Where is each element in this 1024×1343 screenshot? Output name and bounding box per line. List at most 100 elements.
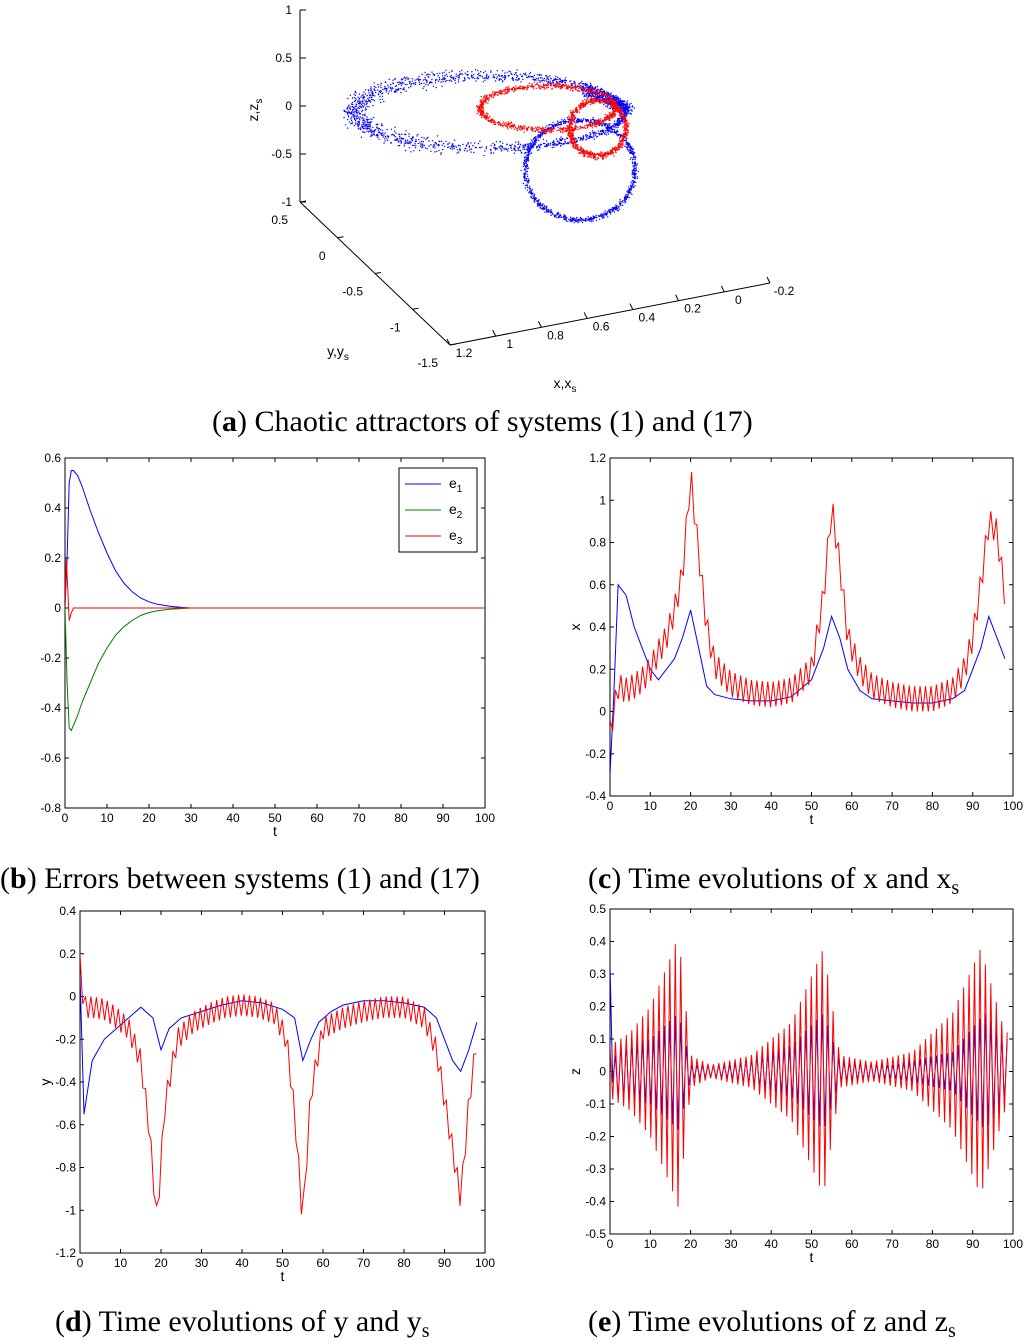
blue-point [567,220,569,223]
red-point [619,140,622,142]
blue-point [518,147,521,149]
blue-point [394,136,397,138]
red-point [505,86,507,88]
blue-point [359,100,361,102]
blue-point [582,138,585,140]
x-tick-label: 10 [100,811,114,825]
red-point [574,147,577,150]
blue-point [370,134,373,136]
blue-point [517,79,519,81]
red-point [521,127,524,129]
blue-point [583,118,585,120]
blue-point [600,88,602,91]
blue-point [606,91,608,93]
red-point [565,128,567,130]
red-point [499,123,501,125]
blue-point [382,92,384,94]
red-point [574,145,577,147]
blue-point [368,106,370,108]
blue-point [394,85,397,88]
blue-point [353,100,356,103]
blue-point [496,77,498,80]
blue-point [446,143,449,145]
red-point [531,83,533,85]
red-point [599,124,601,126]
red-point [568,118,571,120]
blue-point [427,84,429,86]
red-point [521,87,523,90]
blue-point [557,212,559,215]
red-point [508,87,510,90]
blue-point [585,139,587,141]
blue-point [456,149,459,151]
blue-point [550,214,552,217]
x-tick-mark [720,285,725,293]
blue-point [415,139,417,141]
red-point [569,128,571,131]
blue-point [594,95,596,98]
blue-point [357,107,359,109]
blue-point [353,124,355,127]
red-point [483,114,486,116]
blue-point [467,71,469,73]
red-point [498,122,500,124]
blue-point [447,146,449,149]
red-point [527,85,529,87]
red-point [505,122,507,124]
blue-point [634,181,636,183]
blue-point [382,88,384,91]
red-point [495,91,498,94]
blue-point [439,72,441,75]
blue-point [623,104,625,106]
blue-point [383,134,385,136]
blue-point [550,210,552,212]
blue-point [421,143,424,145]
blue-point [630,185,632,187]
blue-point [370,132,373,134]
blue-point [462,143,464,146]
blue-point [560,81,563,83]
red-point [570,87,573,90]
red-point [603,94,605,97]
red-point [571,86,573,88]
blue-point [616,131,619,133]
blue-point [498,75,501,77]
blue-point [517,141,520,143]
blue-point [448,142,451,144]
blue-point [560,142,563,145]
blue-point [457,81,460,83]
blue-point [527,150,530,153]
blue-point [613,131,615,134]
x-tick-label: 0.4 [639,311,656,325]
blue-point [411,139,413,141]
blue-point [368,92,370,94]
blue-point [526,157,529,159]
blue-point [564,143,566,145]
blue-point [481,146,483,148]
blue-point [430,150,432,152]
blue-point [586,219,588,221]
red-point [522,86,524,88]
blue-point [526,175,529,177]
blue-point [608,103,610,106]
red-point [493,123,496,125]
red-point [578,86,580,88]
blue-point [530,152,533,154]
blue-point [528,179,530,181]
blue-point [401,79,404,81]
blue-point [626,142,629,144]
red-point [561,85,564,87]
blue-point [634,152,636,154]
red-point [544,84,547,86]
red-point [496,94,499,96]
blue-point [589,135,591,138]
blue-point [425,74,428,76]
red-point [622,142,624,144]
red-point [577,146,579,148]
blue-point [483,154,485,157]
blue-point [607,92,609,95]
blue-point [381,129,384,132]
blue-point [358,101,360,103]
blue-point [606,124,609,126]
blue-point [526,143,529,145]
